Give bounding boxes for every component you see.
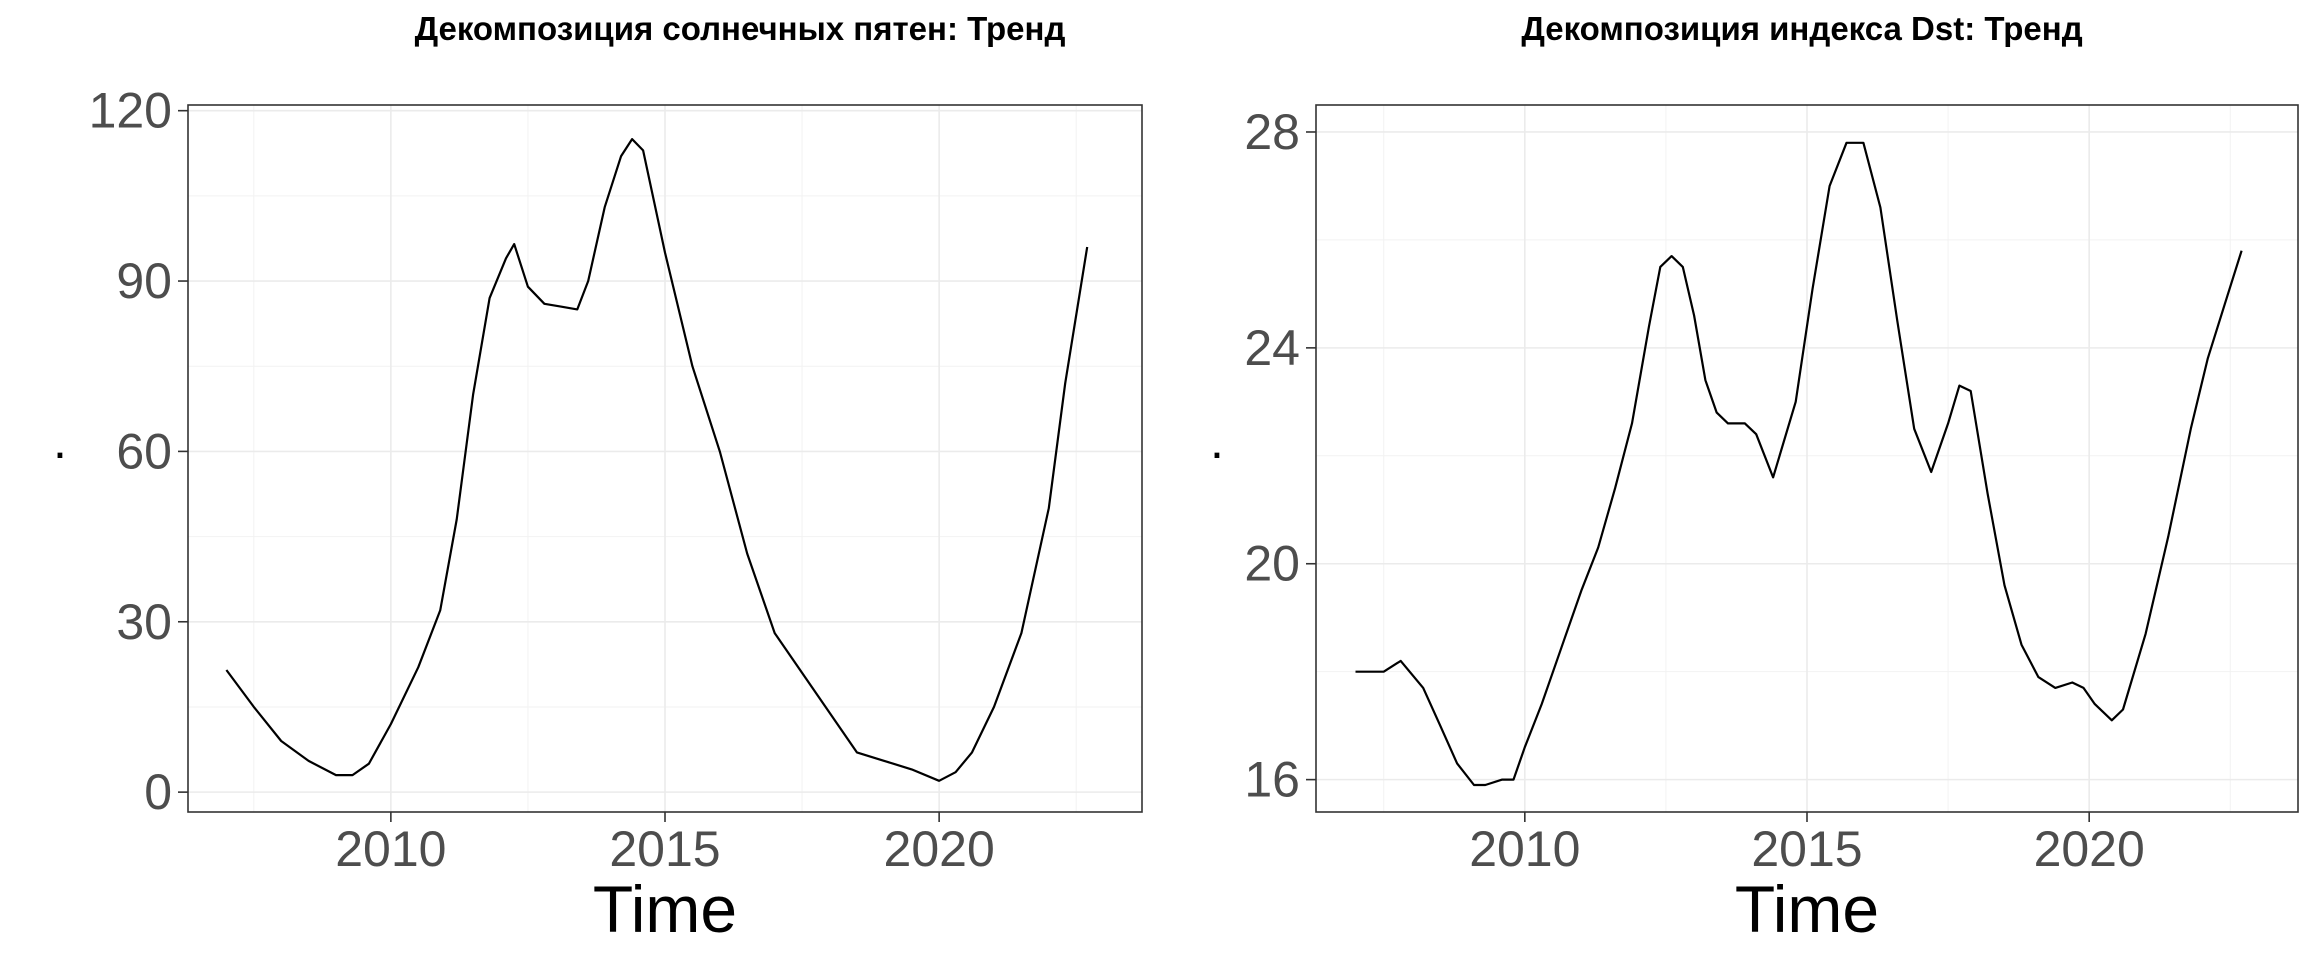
y-tick-label: 30 bbox=[116, 594, 172, 650]
dst-trend-line bbox=[1355, 141, 2243, 787]
y-tick-label: 90 bbox=[116, 253, 172, 309]
x-tick-label: 2020 bbox=[884, 821, 995, 877]
x-tick-label: 2015 bbox=[1751, 821, 1862, 877]
sunspots-trend-panel: 2010 2015 2020 0 30 60 90 120 Декомпозиция солне… bbox=[53, 10, 1143, 946]
x-axis-label: Time bbox=[593, 872, 737, 946]
y-tick-label: 120 bbox=[89, 83, 172, 139]
y-tick-label: 28 bbox=[1244, 104, 1300, 160]
x-axis-label: Time bbox=[1735, 872, 1879, 946]
y-tick-label: 16 bbox=[1244, 752, 1300, 808]
x-tick-label: 2010 bbox=[335, 821, 446, 877]
sunspots-chart-title: Декомпозиция солнечных пятен: Тренд bbox=[415, 10, 1066, 47]
dst-trend-panel: 2010 2015 2020 16 20 24 28 Декомпозиция индекса… bbox=[1210, 10, 2299, 946]
y-tick-label: 24 bbox=[1244, 320, 1300, 376]
y-axis-label: . bbox=[1210, 413, 1224, 469]
y-tick-label: 60 bbox=[116, 423, 172, 479]
y-axis-label: . bbox=[53, 413, 67, 469]
dst-chart-title: Декомпозиция индекса Dst: Тренд bbox=[1521, 10, 2082, 47]
x-tick-label: 2015 bbox=[609, 821, 720, 877]
sunspots-trend-line bbox=[225, 138, 1089, 782]
x-tick-label: 2010 bbox=[1469, 821, 1580, 877]
y-tick-label: 0 bbox=[144, 764, 172, 820]
y-tick-label: 20 bbox=[1244, 536, 1300, 592]
x-tick-label: 2020 bbox=[2034, 821, 2145, 877]
